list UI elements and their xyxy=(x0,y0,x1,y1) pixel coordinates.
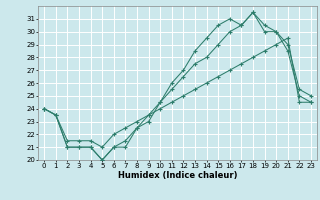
X-axis label: Humidex (Indice chaleur): Humidex (Indice chaleur) xyxy=(118,171,237,180)
